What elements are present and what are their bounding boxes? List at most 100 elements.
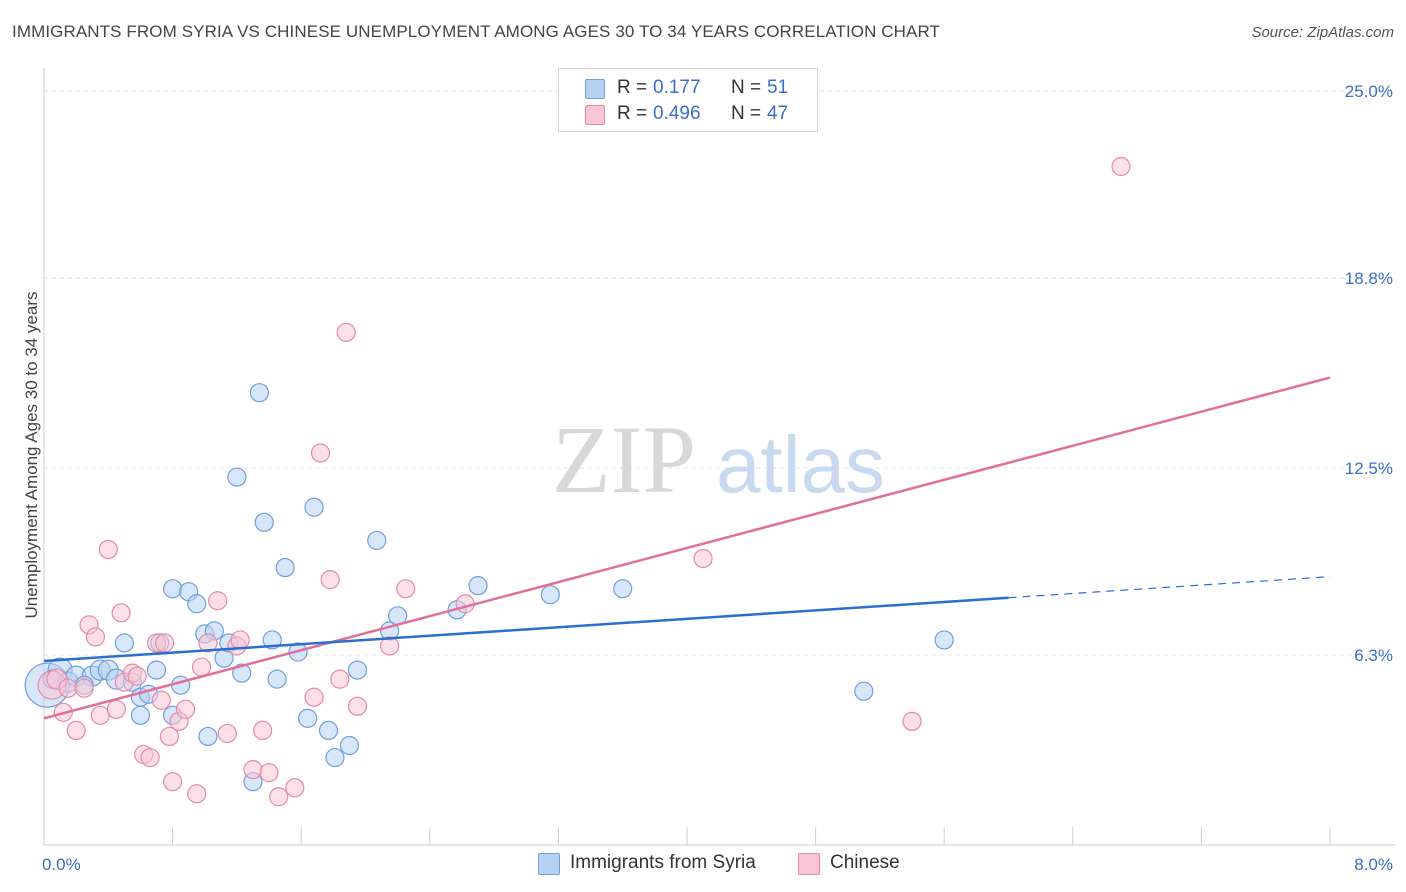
bottom-legend-swatch-chinese (798, 853, 820, 875)
point-syria (171, 675, 191, 695)
legend-n-value-chinese: 47 (767, 103, 789, 124)
point-chinese (455, 594, 475, 614)
point-syria (130, 705, 151, 725)
point-chinese (902, 711, 922, 731)
y-axis-label: Unemployment Among Ages 30 to 34 years (22, 292, 41, 619)
point-syria (298, 708, 318, 728)
x-tick-label: 0.0% (42, 855, 81, 874)
point-chinese (304, 687, 324, 707)
point-syria (146, 660, 167, 680)
legend-swatch-syria (585, 79, 605, 99)
point-syria (267, 669, 287, 689)
trend-line-syria-extension (1008, 576, 1331, 599)
point-chinese (163, 772, 183, 792)
x-tick-label: 8.0% (1354, 855, 1393, 874)
point-chinese (243, 760, 263, 780)
legend-r-value-chinese: 0.496 (653, 103, 701, 124)
bottom-legend-label-chinese: Chinese (830, 852, 900, 873)
point-chinese (217, 723, 237, 744)
stats-legend: R = 0.177 N = 51 R = 0.496 N = 47 (558, 68, 818, 132)
point-chinese (140, 747, 160, 768)
point-syria (232, 663, 252, 683)
point-syria (934, 630, 954, 650)
point-chinese (191, 657, 212, 677)
legend-r-label: R = (617, 103, 648, 124)
watermark-atlas: atlas (716, 420, 885, 509)
point-chinese (111, 603, 131, 623)
point-syria (347, 660, 368, 680)
point-syria (318, 720, 339, 741)
point-syria (254, 512, 274, 532)
y-tick-label: 18.8% (1345, 269, 1393, 288)
source-label: Source: ZipAtlas.com (1251, 24, 1394, 41)
trend-line-chinese (43, 376, 1331, 720)
point-chinese (1111, 156, 1131, 177)
point-chinese (310, 443, 331, 463)
point-syria (262, 630, 282, 650)
legend-n-value-syria: 51 (767, 77, 789, 98)
watermark-zip: ZIP (552, 406, 696, 513)
point-chinese (396, 579, 416, 599)
point-chinese (58, 678, 78, 698)
legend-swatch-chinese (585, 105, 605, 125)
point-chinese (85, 627, 106, 647)
point-chinese (90, 705, 110, 725)
point-chinese (151, 690, 171, 710)
point-chinese (693, 548, 713, 569)
point-syria (613, 579, 633, 599)
y-tick-label: 25.0% (1345, 82, 1393, 101)
grid-lines (44, 90, 1395, 656)
axes (43, 68, 1395, 846)
point-chinese (380, 636, 400, 656)
point-chinese (230, 630, 250, 650)
point-chinese (159, 726, 179, 747)
watermark: ZIP atlas (552, 406, 885, 513)
point-chinese (106, 699, 126, 719)
point-chinese (208, 591, 228, 611)
point-chinese (269, 787, 289, 807)
point-chinese (175, 699, 196, 719)
point-chinese (336, 322, 356, 342)
point-chinese (347, 696, 368, 716)
point-chinese (253, 720, 273, 741)
series-chinese-points (37, 156, 1131, 807)
x-tick-labels: 0.0% 8.0% (42, 855, 1393, 874)
point-syria (187, 594, 207, 614)
point-chinese (74, 678, 94, 698)
legend-r-label: R = (617, 77, 648, 98)
y-tick-labels: 6.3% 12.5% 18.8% 25.0% (1345, 82, 1393, 665)
point-chinese (198, 633, 218, 653)
point-syria (227, 467, 247, 487)
point-syria (468, 576, 488, 596)
bottom-legend-swatch-syria (538, 853, 560, 875)
point-chinese (154, 633, 175, 653)
trend-line-syria (43, 596, 1009, 663)
point-chinese (320, 570, 340, 590)
point-syria (249, 383, 270, 403)
legend-n-label: N = (731, 77, 762, 98)
legend-r-value-syria: 0.177 (653, 77, 701, 98)
chart-title: IMMIGRANTS FROM SYRIA VS CHINESE UNEMPLO… (12, 22, 941, 41)
point-syria (339, 735, 360, 756)
legend-n-label: N = (731, 103, 762, 124)
point-chinese (285, 778, 305, 798)
point-syria (198, 726, 218, 747)
point-syria (325, 747, 345, 768)
point-syria (114, 633, 134, 653)
y-tick-label: 12.5% (1345, 459, 1393, 478)
point-syria (367, 530, 387, 551)
point-syria (304, 497, 324, 517)
point-chinese (98, 539, 118, 560)
point-chinese (330, 669, 350, 689)
point-syria (163, 579, 183, 599)
y-tick-label: 6.3% (1354, 646, 1393, 665)
point-chinese (259, 763, 279, 783)
point-syria (540, 585, 560, 605)
series-syria-points (24, 383, 954, 792)
trend-lines (43, 376, 1331, 720)
point-chinese (127, 666, 147, 686)
bottom-legend-label-syria: Immigrants from Syria (570, 852, 756, 873)
point-chinese (187, 784, 207, 804)
point-chinese (66, 720, 86, 741)
